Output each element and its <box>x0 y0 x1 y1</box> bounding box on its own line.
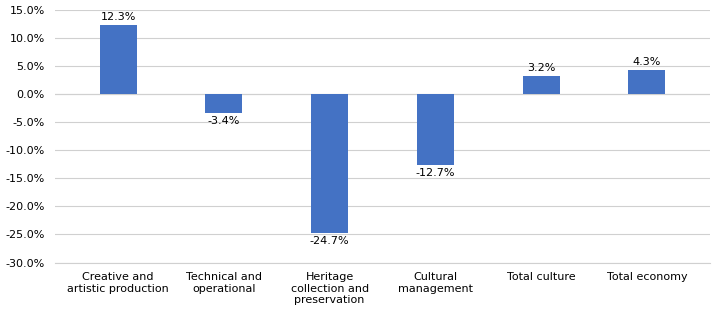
Text: -24.7%: -24.7% <box>310 235 349 246</box>
Bar <box>205 94 243 113</box>
Bar <box>629 70 665 94</box>
Text: 12.3%: 12.3% <box>100 12 136 22</box>
Bar <box>417 94 454 165</box>
Text: -3.4%: -3.4% <box>208 116 240 126</box>
Bar <box>523 76 560 94</box>
Bar <box>100 25 137 94</box>
Text: 3.2%: 3.2% <box>527 63 556 73</box>
Bar <box>311 94 348 233</box>
Text: -12.7%: -12.7% <box>416 168 455 178</box>
Text: 4.3%: 4.3% <box>633 57 661 67</box>
